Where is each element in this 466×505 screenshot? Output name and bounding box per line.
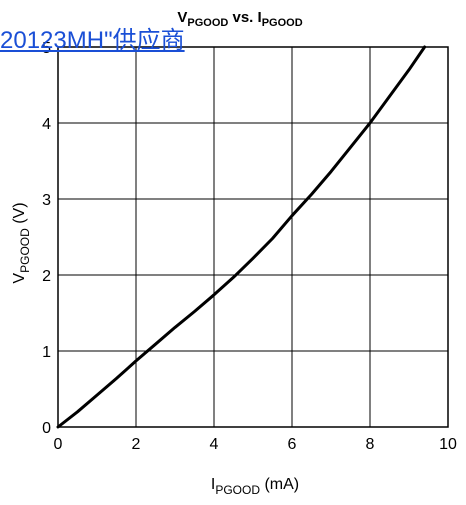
x-tick-label: 6 [288,436,297,453]
y-tick-label: 0 [42,420,51,437]
y-tick-label: 4 [42,116,51,133]
y-axis-label: VPGOOD (V) [11,202,32,283]
title-mid: vs. I [228,9,261,26]
x-tick-label: 8 [366,436,375,453]
y-label-unit: (V) [11,202,28,228]
y-label-main: V [11,273,28,284]
y-label-sub: PGOOD [18,228,32,273]
plot-border [57,46,449,428]
x-label-main: I [211,476,215,493]
x-tick-label: 0 [54,436,63,453]
watermark-link[interactable]: 20123MH"供应商 [0,27,185,54]
x-tick-label: 4 [210,436,219,453]
y-tick-label: 3 [42,192,51,209]
x-tick-label: 2 [132,436,141,453]
x-label-sub: PGOOD [215,483,260,497]
y-tick-label: 1 [42,344,51,361]
title-main: V [177,9,187,26]
x-axis-label: IPGOOD (mA) [211,476,299,497]
x-tick-label: 10 [439,436,457,453]
x-label-unit: (mA) [260,476,299,493]
series-line [56,45,427,429]
series-layer [56,45,427,429]
y-tick-label: 5 [42,40,51,57]
plot-frame [57,46,449,428]
grid [57,46,449,428]
y-tick-label: 2 [42,268,51,285]
title-main-sub: PGOOD [187,17,228,29]
chart-title: VPGOOD vs. IPGOOD [177,9,302,29]
title-end-sub: PGOOD [262,17,303,29]
tick-labels: 0 2 4 6 8 10 0 1 2 3 4 5 [42,40,457,453]
